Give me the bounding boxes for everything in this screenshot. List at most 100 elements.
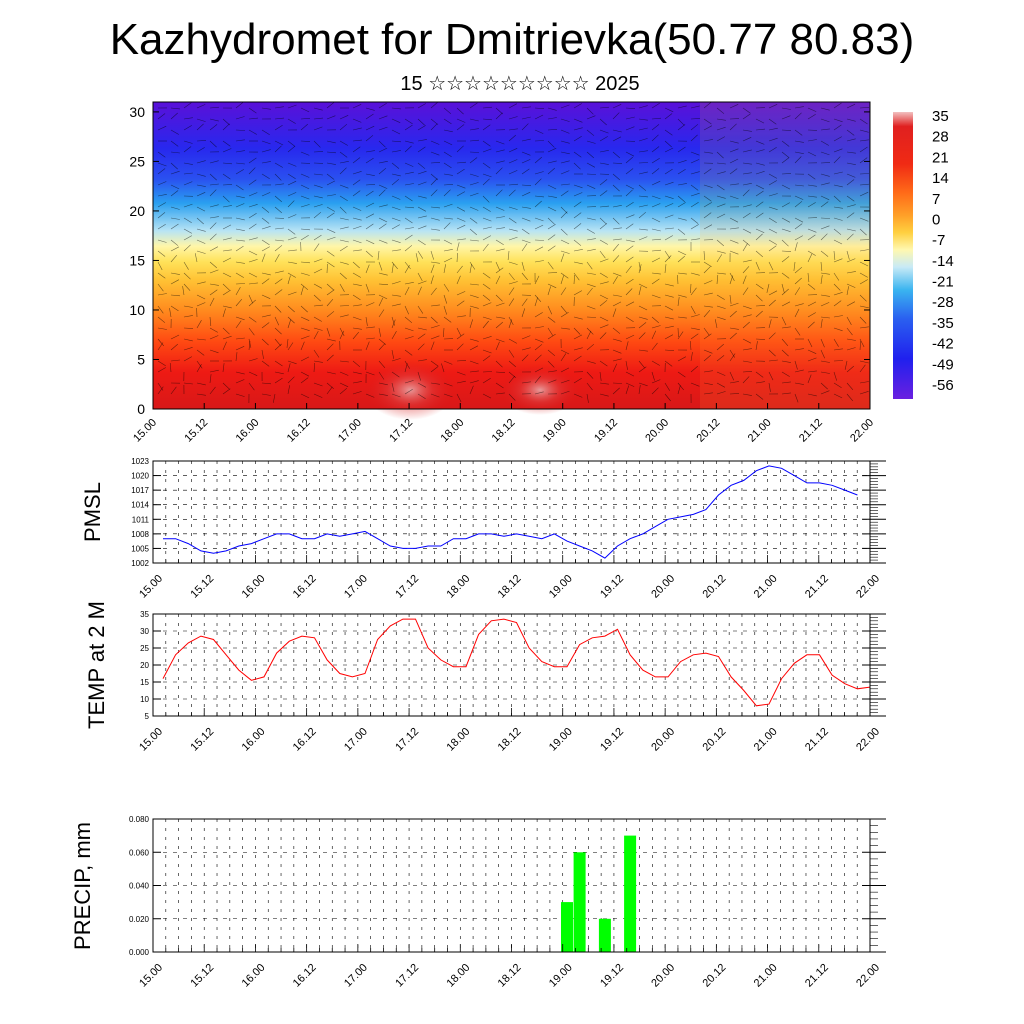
- wind-barb: [326, 236, 336, 241]
- wind-barb: [664, 129, 673, 136]
- wind-barb: [651, 168, 660, 175]
- wind-barb: [755, 212, 764, 219]
- wind-barb: [599, 281, 609, 285]
- wind-barb: [768, 228, 778, 234]
- wind-barb: [521, 138, 531, 142]
- xtick-label: 17.00: [342, 726, 370, 754]
- wind-barb: [430, 151, 440, 156]
- wind-barb: [404, 245, 413, 252]
- wind-barb: [703, 168, 712, 175]
- wind-barb: [638, 305, 648, 311]
- wind-barb: [690, 159, 700, 164]
- wind-barb: [846, 338, 856, 341]
- wind-barb: [547, 147, 557, 153]
- wind-barb: [183, 338, 193, 342]
- wind-barb: [183, 140, 193, 144]
- wind-barb: [248, 157, 257, 164]
- wind-barb: [456, 371, 466, 376]
- wind-barb: [820, 360, 830, 363]
- wind-barb: [651, 103, 660, 109]
- wind-barb: [768, 180, 777, 186]
- wind-barb: [352, 118, 362, 123]
- wind-barb: [781, 301, 791, 307]
- wind-barb: [222, 173, 231, 180]
- wind-barb: [430, 316, 438, 324]
- wind-barb: [222, 335, 232, 340]
- xtick-label: 20.00: [649, 573, 677, 601]
- xtick-label: 18.00: [444, 573, 472, 601]
- wind-barb: [209, 173, 217, 181]
- wind-barb: [378, 140, 386, 148]
- wind-barb: [820, 195, 830, 201]
- wind-barb: [755, 294, 763, 302]
- wind-barb: [235, 162, 245, 165]
- wind-barb: [742, 107, 751, 114]
- wind-barb: [365, 113, 374, 120]
- wind-barb: [209, 183, 219, 186]
- wind-barb: [248, 237, 258, 241]
- wind-barb: [521, 228, 530, 235]
- wind-barb: [742, 305, 752, 310]
- wind-barb: [183, 327, 194, 329]
- wind-barb: [378, 103, 387, 109]
- wind-barb: [482, 195, 490, 203]
- wind-barb: [534, 178, 542, 186]
- wind-barb: [365, 302, 375, 307]
- wind-barb: [313, 393, 323, 398]
- wind-barb: [547, 206, 557, 212]
- wind-barb: [859, 191, 869, 197]
- wind-barb: [638, 138, 648, 142]
- wind-barb: [820, 107, 830, 111]
- wind-barb: [378, 261, 383, 271]
- wind-barb: [378, 297, 384, 307]
- wind-barb: [560, 118, 570, 122]
- wind-barb: [820, 371, 830, 374]
- wind-barb: [625, 278, 634, 285]
- wind-barb: [820, 302, 830, 307]
- wind-barb: [833, 124, 842, 131]
- wind-barb: [469, 157, 478, 164]
- wind-barb: [729, 183, 739, 186]
- wind-barb: [378, 184, 388, 189]
- wind-barb: [768, 118, 777, 125]
- wind-barb: [482, 355, 491, 362]
- wind-barb: [222, 205, 232, 208]
- wind-barb: [781, 129, 792, 131]
- wind-barb: [755, 371, 764, 378]
- wind-barb: [222, 237, 232, 241]
- wind-barb: [235, 228, 245, 231]
- wind-barb: [638, 211, 646, 219]
- wind-barb: [677, 124, 686, 131]
- wind-barb: [443, 184, 454, 186]
- wind-barb: [430, 178, 438, 186]
- wind-barb: [729, 381, 739, 384]
- wind-barb: [859, 340, 861, 351]
- wind-barb: [625, 239, 635, 243]
- wind-barb: [677, 146, 686, 153]
- wind-barb: [677, 118, 685, 126]
- wind-barb: [612, 382, 623, 384]
- wind-barb: [482, 320, 489, 329]
- wind-barb: [729, 275, 734, 285]
- wind-barb: [287, 376, 295, 384]
- wind-barb: [781, 338, 789, 346]
- heatmap-xtick-label: 15.12: [182, 417, 210, 445]
- wind-barb: [248, 167, 256, 175]
- wind-barb: [664, 325, 674, 329]
- wind-barb: [508, 228, 518, 232]
- warm-shift-band: [700, 102, 870, 409]
- wind-barb: [209, 140, 217, 148]
- wind-barb: [235, 169, 244, 175]
- wind-barb: [547, 129, 558, 131]
- wind-barb: [352, 146, 361, 153]
- wind-barb: [833, 136, 842, 142]
- wind-barb: [482, 378, 491, 384]
- wind-barb: [326, 151, 337, 154]
- wind-barb: [378, 217, 388, 223]
- heatmap-xtick-label: 19.12: [592, 417, 620, 445]
- wind-barb: [703, 292, 713, 296]
- wind-barb: [326, 173, 335, 180]
- pmsl-line: [163, 465, 858, 559]
- wind-barb: [209, 261, 217, 269]
